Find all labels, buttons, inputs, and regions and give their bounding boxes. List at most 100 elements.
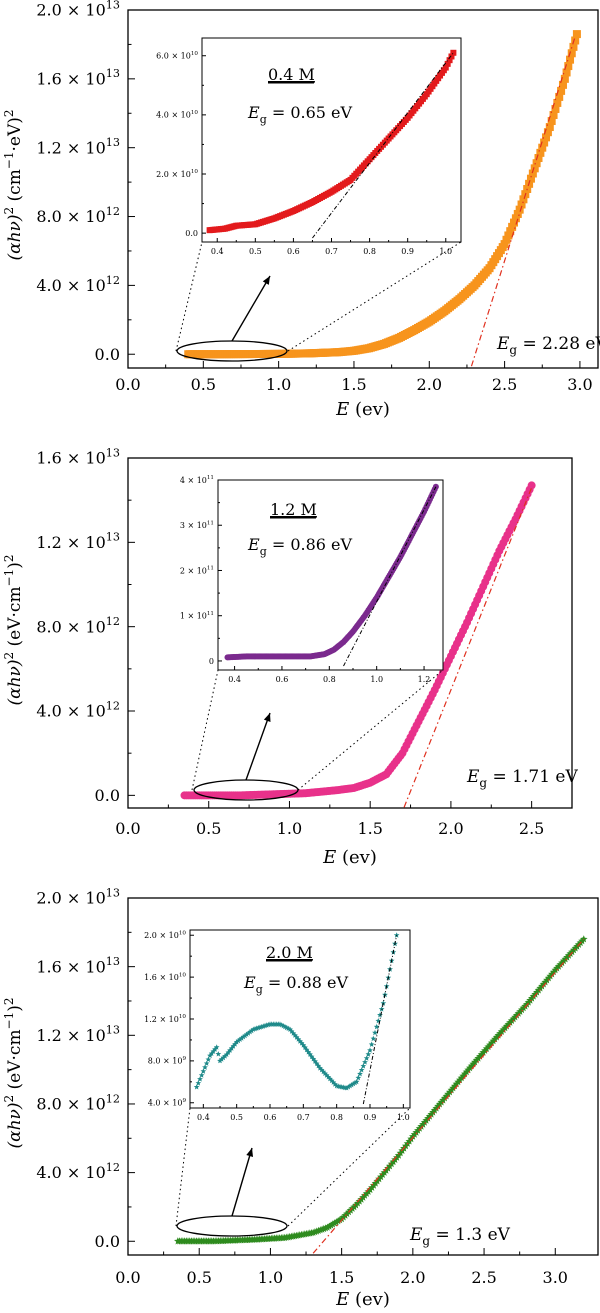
- y-tick-label: 8.0 × 1012: [36, 1092, 120, 1113]
- inset-bandgap-label: Eg = 0.86 eV: [247, 535, 352, 558]
- x-tick-label: 0.5: [249, 247, 262, 256]
- inset-fit-line: [343, 486, 437, 667]
- data-point: [562, 68, 571, 77]
- y-tick-label: 0.0: [95, 1232, 120, 1251]
- data-point: [555, 92, 564, 101]
- y-tick-label: 1.2 × 1010: [144, 1014, 186, 1024]
- y-tick-label: 1 × 1011: [180, 611, 214, 621]
- inset-data-point: [352, 1079, 358, 1086]
- inset-data-point: [205, 1056, 212, 1062]
- data-point: [510, 218, 519, 227]
- data-point: [325, 1222, 333, 1230]
- x-axis-label: E (ev): [335, 1289, 390, 1310]
- inset-chart: 0.4 0.5 0.6 0.7 0.8 0.9 1.0 0.0 2.0 × 1010 4.0 × …: [156, 37, 462, 256]
- data-point: [547, 117, 556, 126]
- x-tick-label: 0.5: [191, 375, 216, 394]
- y-axis-label: (αhν)2 (eV·cm−1)2: [2, 554, 25, 705]
- zoom-arrow: [231, 275, 271, 342]
- inset-data-point: [295, 1036, 302, 1042]
- x-tick-label: 0.6: [287, 247, 300, 256]
- data-point: [571, 36, 580, 45]
- inset-data-series: [206, 49, 457, 234]
- inset-data-point: [318, 1067, 325, 1073]
- x-axis-label: E (ev): [335, 399, 390, 420]
- zoom-guide-line: [287, 241, 462, 352]
- x-tick-label: 0.8: [330, 1113, 343, 1122]
- zoom-guide-line: [287, 1107, 411, 1227]
- inset-data-point: [450, 49, 457, 56]
- inset-data-point: [252, 1025, 258, 1032]
- inset-fit-line: [312, 52, 454, 239]
- inset-data-point: [310, 1056, 317, 1062]
- inset-data-point: [372, 1029, 378, 1036]
- inset-data-point: [233, 1039, 240, 1045]
- inset-data-point: [253, 1025, 260, 1031]
- inset-data-point: [228, 1045, 235, 1051]
- data-point: [569, 42, 578, 51]
- data-point: [502, 235, 511, 244]
- inset-data-point: [377, 1012, 383, 1018]
- zoom-arrow-head: [263, 713, 271, 722]
- x-tick-label: 0.0: [115, 375, 140, 394]
- data-point: [557, 86, 566, 95]
- inset-data-point: [444, 60, 451, 67]
- inset-data-point: [213, 1044, 220, 1050]
- x-tick-label: 1.0: [439, 247, 452, 256]
- inset-data-point: [305, 1049, 312, 1055]
- y-tick-label: 0: [209, 657, 214, 666]
- inset-data-point: [285, 1025, 292, 1031]
- data-point: [551, 104, 560, 113]
- y-tick-label: 2 × 1011: [180, 566, 214, 576]
- y-tick-label: 0.0: [95, 786, 120, 805]
- data-series: [180, 481, 536, 800]
- inset-data-point: [363, 1055, 370, 1061]
- x-tick-label: 0.5: [196, 819, 221, 838]
- inset-data-point: [230, 1043, 237, 1049]
- inset-data-point: [258, 1023, 265, 1030]
- y-tick-label: 2.0 × 1013: [36, 0, 120, 20]
- y-tick-label: 1.6 × 1013: [36, 955, 120, 976]
- inset-data-point: [212, 1046, 218, 1052]
- inset-data-point: [315, 1062, 322, 1069]
- x-tick-label: 0.8: [323, 675, 336, 684]
- inset-data-point: [210, 1048, 217, 1054]
- inset-data-point: [278, 1022, 285, 1028]
- y-tick-label: 8.0 × 109: [148, 1056, 187, 1066]
- inset-data-point: [195, 1080, 202, 1086]
- inset-data-point: [198, 1072, 205, 1078]
- inset-data-point: [225, 1049, 232, 1055]
- bandgap-label: Eg = 2.28 eV: [496, 334, 600, 357]
- x-tick-label: 0.7: [325, 247, 338, 256]
- inset-data-point: [362, 1059, 368, 1065]
- inset-data-point: [347, 1083, 353, 1089]
- data-point: [528, 169, 537, 178]
- data-point: [328, 1220, 337, 1228]
- data-point: [506, 227, 515, 236]
- inset-data-point: [242, 1032, 248, 1039]
- inset-data-point: [442, 64, 449, 71]
- inset-data-point: [203, 1060, 210, 1066]
- x-tick-label: 1.5: [341, 375, 366, 394]
- data-point: [323, 1223, 332, 1231]
- x-tick-label: 1.0: [370, 675, 383, 684]
- plot-frame: [127, 9, 599, 369]
- inset-data-point: [238, 1035, 245, 1041]
- x-tick-label: 0.0: [115, 819, 140, 838]
- inset-title: 0.4 M: [268, 65, 315, 84]
- zoom-guide-line: [297, 669, 444, 791]
- zoom-arrow-head: [262, 276, 270, 285]
- x-tick-label: 1.0: [266, 375, 291, 394]
- zoom-arrow: [245, 712, 271, 781]
- chart-panel-1: 0.0 0.5 1.0 1.5 2.0 2.5 3.0 0.0 4.0 × 1012 8.0 × …: [2, 0, 600, 420]
- inset-frame: [217, 479, 444, 671]
- inset-data-point: [280, 1023, 287, 1029]
- y-tick-label: 0.0: [95, 345, 120, 364]
- inset-data-point: [323, 1072, 330, 1078]
- x-axis-label: E (ev): [322, 847, 377, 868]
- inset-data-point: [208, 1050, 215, 1056]
- inset-title: 1.2 M: [270, 500, 317, 519]
- data-point: [560, 74, 569, 83]
- inset-data-point: [260, 1023, 267, 1029]
- x-tick-label: 0.9: [364, 1113, 377, 1122]
